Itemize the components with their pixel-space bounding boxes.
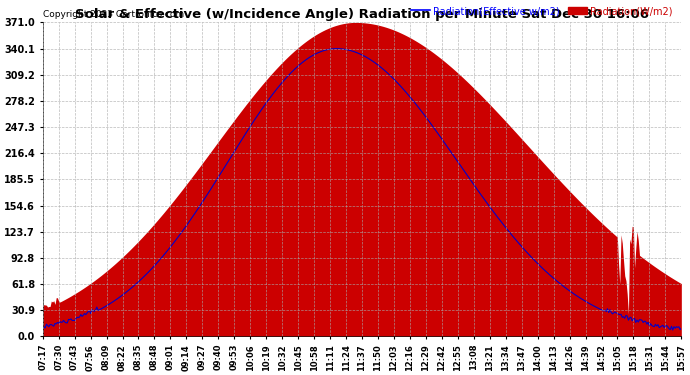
Text: Copyright 2023 Cartronics.com: Copyright 2023 Cartronics.com	[43, 10, 184, 19]
Title: Solar & Effective (w/Incidence Angle) Radiation per Minute Sat Dec 30 16:06: Solar & Effective (w/Incidence Angle) Ra…	[75, 8, 649, 21]
Legend: Radiation(Effective w/m2), Radiation(W/m2): Radiation(Effective w/m2), Radiation(W/m…	[407, 2, 676, 20]
